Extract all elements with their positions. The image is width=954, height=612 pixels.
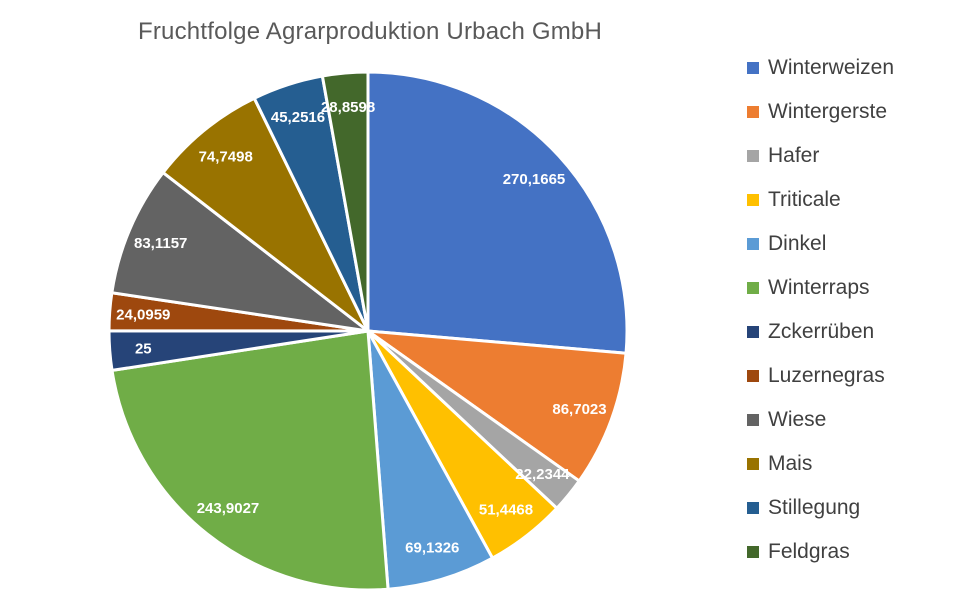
pie-slice-winterraps — [110, 329, 390, 592]
legend: Winterweizen Wintergerste Hafer Triticale Di… — [747, 55, 894, 564]
slice-value-label: 45,2516 — [271, 109, 325, 126]
legend-swatch-icon — [747, 281, 759, 294]
legend-item-triticale: Triticale — [747, 187, 894, 212]
legend-swatch-icon — [747, 457, 759, 470]
legend-label: Mais — [768, 451, 813, 475]
slice-value-label: 51,4468 — [479, 501, 533, 518]
legend-label: Winterraps — [768, 275, 870, 299]
slice-value-label: 69,1326 — [405, 539, 459, 556]
legend-label: Wintergerste — [768, 99, 888, 123]
legend-label: Stillegung — [768, 495, 861, 519]
slice-value-label: 74,7498 — [199, 149, 253, 166]
pie-slices — [107, 70, 629, 592]
pie-slice-labels: 270,1665 86,7023 22,2344 51,4468 69,1326 243,… — [116, 99, 606, 556]
legend-swatch-icon — [747, 413, 759, 426]
chart-title: Fruchtfolge Agrarproduktion Urbach GmbH — [137, 18, 602, 45]
legend-item-stillegung: Stillegung — [747, 495, 894, 520]
pie-slice-winterweizen — [366, 70, 629, 355]
legend-label: Zckerrüben — [768, 319, 875, 343]
slice-value-label: 25 — [135, 340, 152, 357]
slice-value-label: 83,1157 — [134, 235, 187, 252]
legend-item-hafer: Hafer — [747, 143, 894, 168]
legend-swatch-icon — [747, 193, 759, 206]
slice-value-label: 270,1665 — [503, 171, 566, 188]
legend-item-wiese: Wiese — [747, 407, 894, 432]
legend-item-feldgras: Feldgras — [747, 539, 894, 564]
pie-slice-dinkel — [366, 329, 494, 591]
legend-item-wintergerste: Wintergerste — [747, 99, 894, 124]
legend-item-winterraps: Winterraps — [747, 275, 894, 300]
legend-label: Dinkel — [768, 231, 827, 255]
pie-slice-wintergerste — [366, 329, 628, 483]
legend-item-luzernegras: Luzernegras — [747, 363, 894, 388]
slice-value-label: 243,9027 — [197, 500, 260, 517]
slice-value-label: 24,0959 — [116, 306, 170, 323]
legend-swatch-icon — [747, 105, 759, 118]
legend-item-zckerrüben: Zckerrüben — [747, 319, 894, 344]
legend-label: Luzernegras — [768, 363, 885, 387]
legend-label: Winterweizen — [768, 55, 895, 79]
slice-value-label: 22,2344 — [515, 466, 570, 483]
legend-item-mais: Mais — [747, 451, 894, 476]
legend-swatch-icon — [747, 545, 759, 558]
legend-swatch-icon — [747, 501, 759, 514]
legend-swatch-icon — [747, 325, 759, 338]
legend-swatch-icon — [747, 149, 759, 162]
legend-item-winterweizen: Winterweizen — [747, 55, 894, 80]
pie-slice-wiese — [110, 171, 370, 333]
legend-item-dinkel: Dinkel — [747, 231, 894, 256]
legend-swatch-icon — [747, 237, 759, 250]
legend-label: Feldgras — [768, 539, 850, 563]
pie-slice-mais — [161, 96, 370, 333]
slice-value-label: 86,7023 — [552, 401, 606, 418]
legend-swatch-icon — [747, 369, 759, 382]
pie-slice-feldgras — [320, 70, 370, 333]
slice-value-label: 28,8598 — [321, 99, 375, 116]
legend-label: Hafer — [768, 143, 820, 167]
legend-swatch-icon — [747, 61, 759, 74]
legend-label: Wiese — [768, 407, 827, 431]
legend-label: Triticale — [768, 187, 841, 211]
